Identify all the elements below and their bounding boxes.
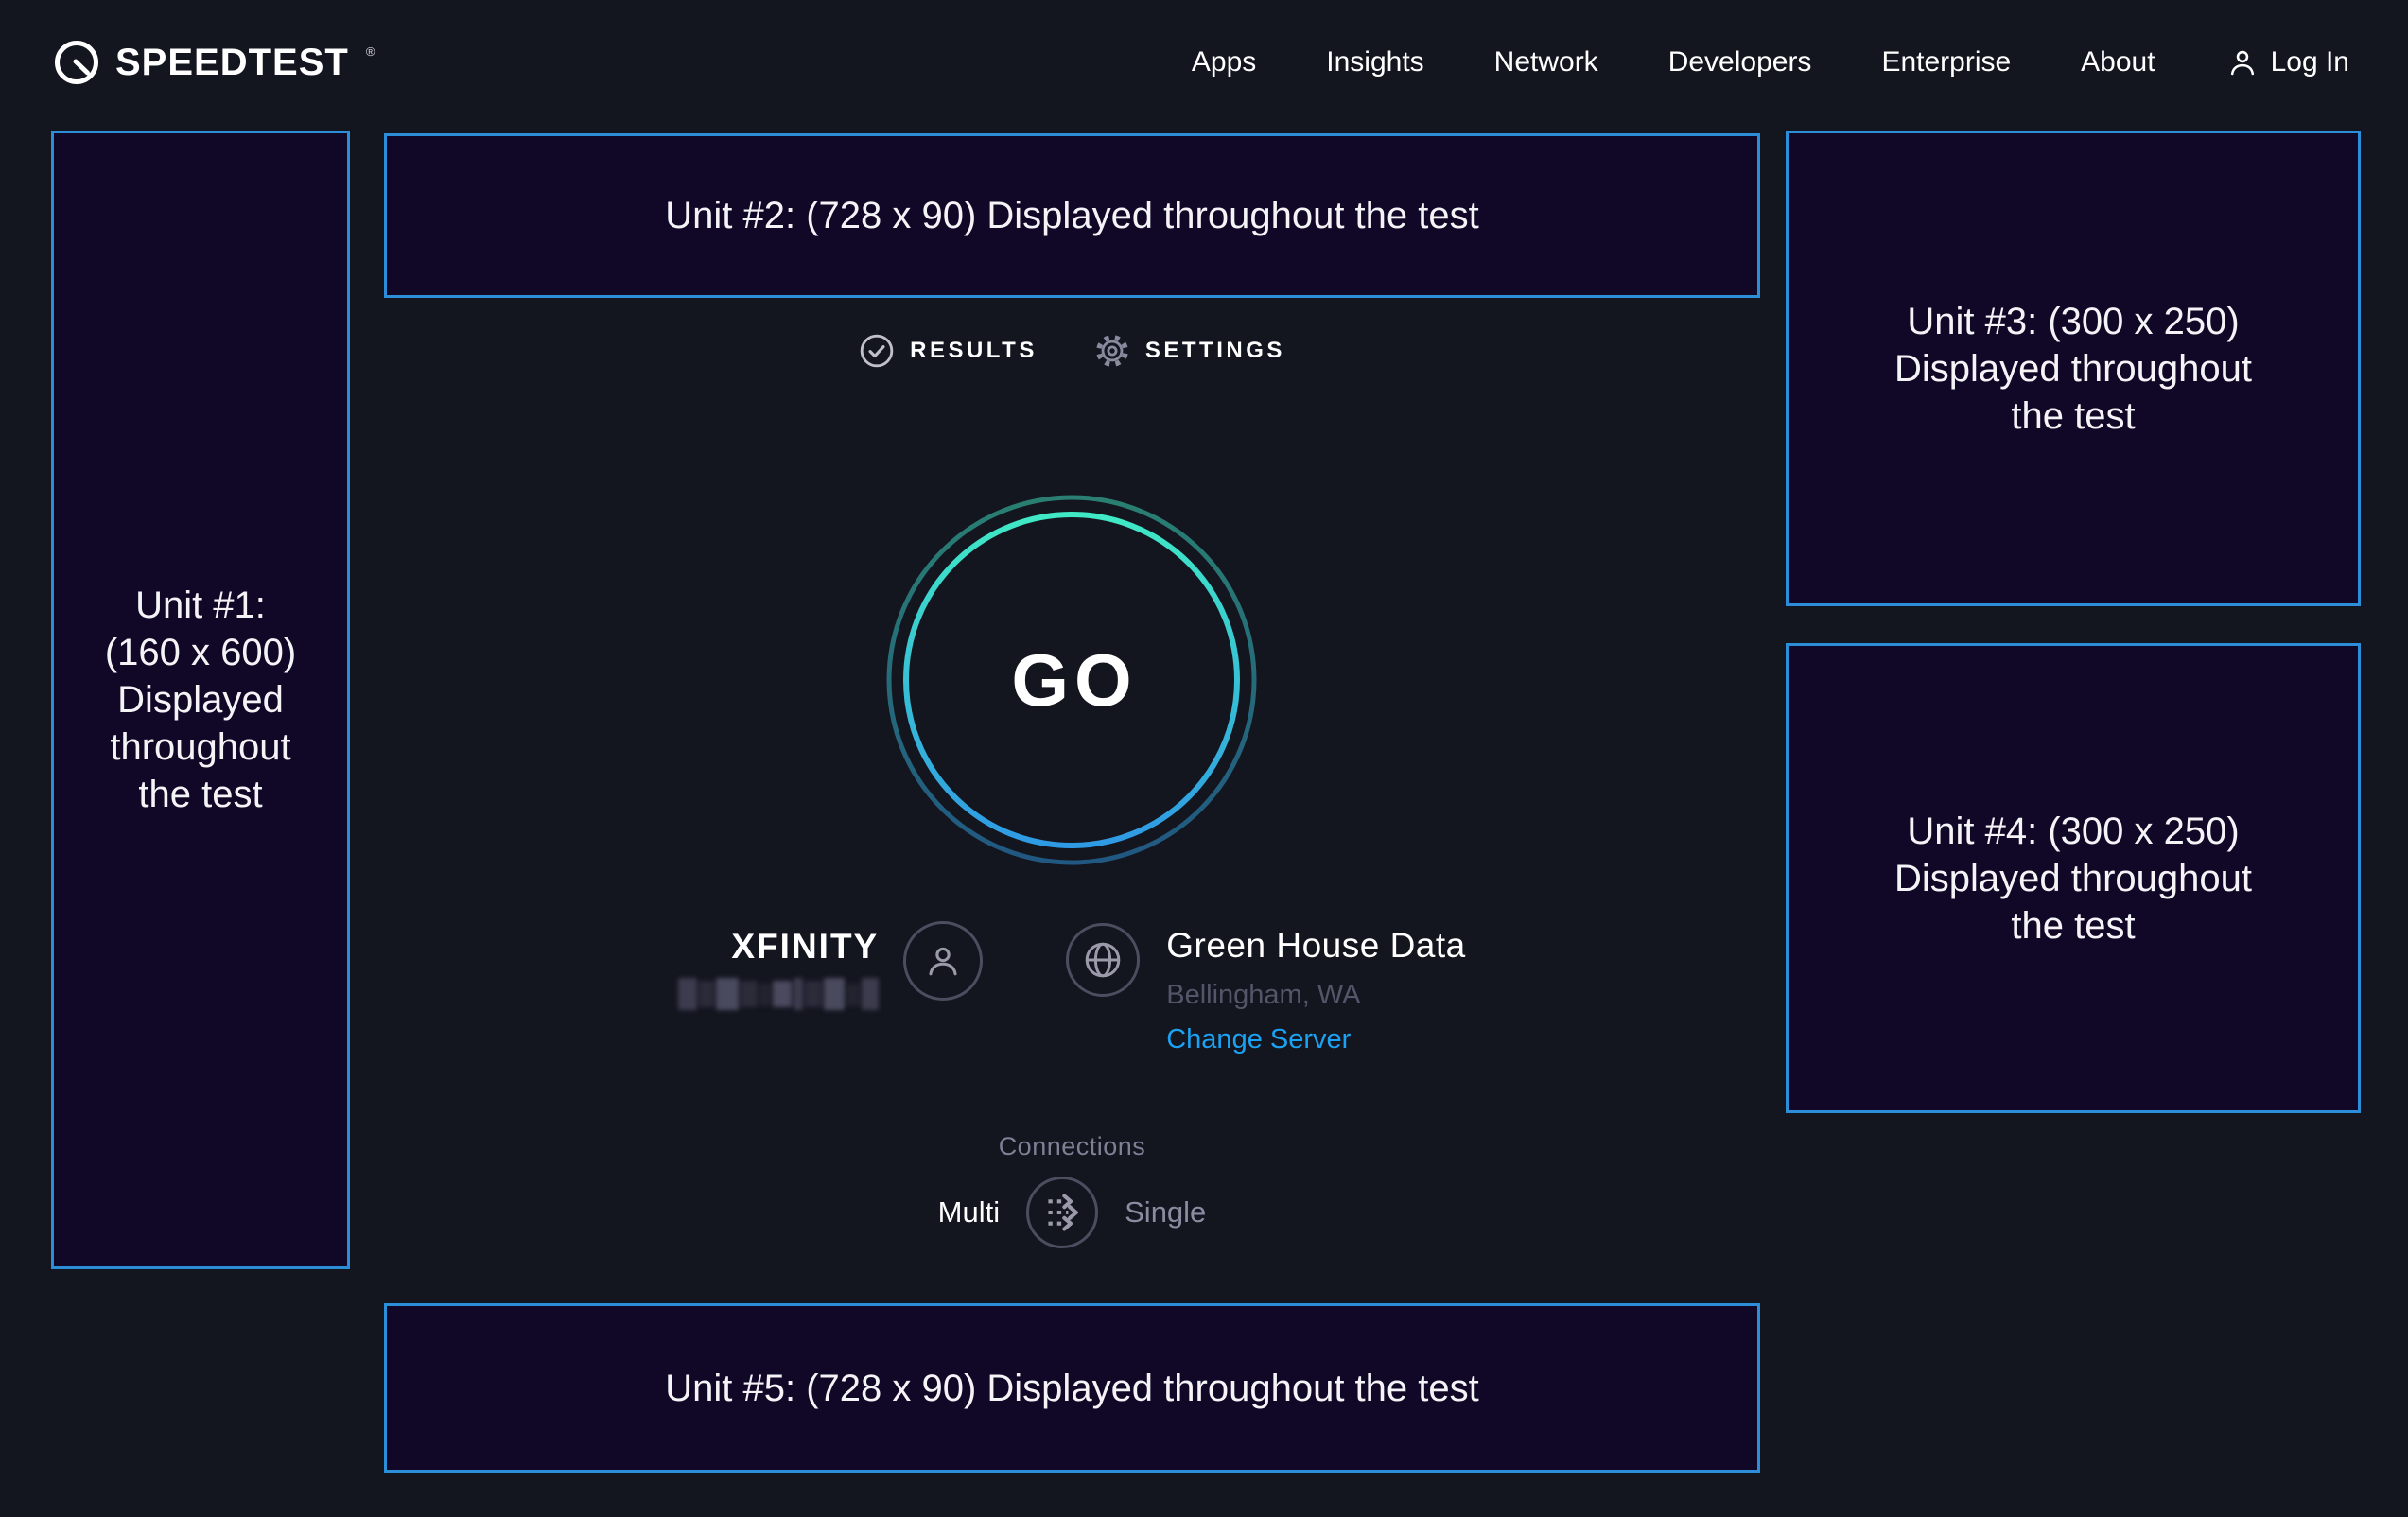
ad-text-line: throughout xyxy=(110,726,291,768)
nav-item[interactable]: Apps xyxy=(1191,46,1257,78)
results-tab-label: RESULTS xyxy=(910,338,1038,363)
settings-tab-label: SETTINGS xyxy=(1144,338,1285,363)
server-name: Green House Data xyxy=(1166,926,1466,965)
ad-unit-2-text: Unit #2: (728 x 90) Displayed throughout… xyxy=(665,192,1479,239)
speedtest-logo[interactable]: SPEEDTEST ® xyxy=(53,39,375,86)
user-icon xyxy=(2230,50,2254,76)
ad-unit-4-text: Unit #4: (300 x 250) Displayed throughout… xyxy=(1894,808,2252,950)
change-server-link[interactable]: Change Server xyxy=(1166,1024,1352,1055)
ad-text-line: the test xyxy=(2011,904,2136,947)
ad-text-line: Unit #4: (300 x 250) xyxy=(1907,810,2240,852)
server-text: Green House Data Bellingham, WA Change S… xyxy=(1166,925,1466,1055)
multi-connection-arrows-icon xyxy=(1048,1194,1079,1231)
ad-text-line: Displayed throughout xyxy=(1893,857,2253,899)
go-button-rings xyxy=(886,495,1257,865)
gear-icon xyxy=(1095,335,1128,367)
speedometer-gauge-icon xyxy=(55,41,98,84)
server-location: Bellingham, WA xyxy=(1166,980,1361,1010)
ad-unit-1-skyscraper[interactable]: Unit #1: (160 x 600) Displayed throughout th… xyxy=(51,131,350,1269)
ad-unit-2-banner[interactable]: Unit #2: (728 x 90) Displayed throughout… xyxy=(384,133,1760,298)
server-globe-badge[interactable] xyxy=(1066,923,1141,997)
connections-multi-option[interactable]: Multi xyxy=(937,1195,1001,1229)
connections-toggle-row: Multi Single xyxy=(384,1177,1760,1248)
ad-text-line: Unit #1: xyxy=(135,584,266,626)
isp-name: XFINITY xyxy=(731,927,880,966)
check-circle-icon xyxy=(860,334,894,368)
connection-meta-row: XFINITY Green House Data Bell xyxy=(384,921,1760,1055)
ad-unit-3-rectangle[interactable]: Unit #3: (300 x 250) Displayed throughout… xyxy=(1786,131,2361,606)
login-label: Log In xyxy=(2270,46,2349,78)
ad-text-line: (160 x 600) xyxy=(104,632,297,673)
isp-user-badge[interactable] xyxy=(903,921,984,1001)
connections-single-option[interactable]: Single xyxy=(1125,1195,1207,1229)
connections-toggle[interactable] xyxy=(1026,1177,1099,1248)
go-button[interactable]: GO xyxy=(886,495,1257,865)
ad-text-line: the test xyxy=(138,774,263,815)
top-navbar: SPEEDTEST ® Apps Insights Network Developer… xyxy=(0,0,2408,125)
isp-text: XFINITY xyxy=(678,925,880,1010)
ad-text-line: Displayed xyxy=(117,679,284,721)
isp-ip-redacted xyxy=(678,978,880,1010)
globe-icon xyxy=(1085,942,1121,978)
login-button[interactable]: Log In xyxy=(2225,45,2349,79)
tab-settings[interactable]: SETTINGS xyxy=(1094,333,1285,369)
nav-item[interactable]: About xyxy=(2081,46,2155,78)
ad-text-line: Unit #5: (728 x 90) Displayed throughout… xyxy=(665,1367,1479,1409)
server-info: Green House Data Bellingham, WA Change S… xyxy=(1066,923,1466,1055)
tab-results[interactable]: RESULTS xyxy=(859,333,1038,369)
person-icon xyxy=(929,947,957,976)
ad-unit-5-text: Unit #5: (728 x 90) Displayed throughout… xyxy=(665,1365,1479,1412)
nav-item[interactable]: Insights xyxy=(1326,46,1424,78)
nav-links: Apps Insights Network Developers Enterprise A… xyxy=(1192,46,2155,78)
nav-item[interactable]: Developers xyxy=(1667,46,1812,78)
nav-item[interactable]: Network xyxy=(1493,46,1598,78)
ad-text-line: Unit #3: (300 x 250) xyxy=(1907,300,2240,342)
go-button-label: GO xyxy=(1011,637,1138,722)
view-tabs: RESULTS SETTINGS xyxy=(384,333,1760,369)
ad-unit-3-text: Unit #3: (300 x 250) Displayed throughout… xyxy=(1894,298,2252,440)
main-nav: Apps Insights Network Developers Enterprise A… xyxy=(1192,45,2349,79)
logo-text: SPEEDTEST xyxy=(115,42,349,83)
ad-unit-4-rectangle[interactable]: Unit #4: (300 x 250) Displayed throughout… xyxy=(1786,643,2361,1113)
connections-section: Connections Multi Single xyxy=(384,1132,1760,1248)
nav-item[interactable]: Enterprise xyxy=(1881,46,2012,78)
ad-unit-1-text: Unit #1: (160 x 600) Displayed throughout th… xyxy=(105,582,296,818)
ad-text-line: Unit #2: (728 x 90) Displayed throughout… xyxy=(665,195,1479,236)
isp-info: XFINITY xyxy=(678,921,984,1010)
ad-text-line: Displayed throughout xyxy=(1893,347,2253,390)
ad-text-line: the test xyxy=(2011,394,2136,437)
logo-trademark: ® xyxy=(365,44,375,59)
ad-unit-5-banner[interactable]: Unit #5: (728 x 90) Displayed throughout… xyxy=(384,1303,1760,1473)
connections-heading: Connections xyxy=(998,1132,1146,1160)
